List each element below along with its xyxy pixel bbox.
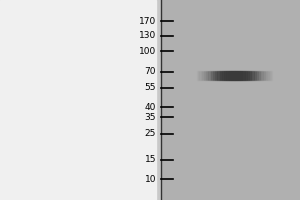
Bar [217, 71, 218, 79]
Bar [228, 71, 229, 79]
Bar [231, 71, 232, 79]
Bar [198, 71, 199, 79]
Bar [211, 71, 212, 79]
Bar [240, 71, 241, 79]
Bar [261, 71, 262, 79]
Bar [243, 71, 244, 79]
Bar [252, 71, 253, 79]
Bar [234, 71, 235, 79]
Bar [229, 71, 230, 79]
Bar [224, 71, 225, 79]
Bar [254, 71, 255, 79]
Bar [221, 71, 222, 79]
Text: 55: 55 [145, 83, 156, 92]
Text: 40: 40 [145, 102, 156, 112]
Bar [259, 71, 260, 79]
Bar [257, 71, 258, 79]
Bar [268, 71, 269, 79]
Bar [223, 71, 224, 79]
Bar [205, 71, 206, 79]
Bar [265, 71, 266, 79]
Bar [232, 71, 233, 79]
Bar [271, 71, 272, 79]
Bar [248, 71, 249, 79]
Bar [267, 71, 268, 79]
Bar [204, 71, 205, 79]
Bar [262, 71, 263, 79]
Bar [230, 71, 231, 79]
Bar [220, 71, 221, 79]
Bar [270, 71, 271, 79]
Bar [207, 71, 208, 79]
Text: 15: 15 [145, 156, 156, 164]
Bar [239, 71, 240, 79]
Bar [197, 71, 198, 79]
Bar [200, 71, 201, 79]
Bar [203, 71, 204, 79]
Bar [238, 71, 239, 79]
Bar [237, 71, 238, 79]
Bar [255, 71, 256, 79]
Bar [219, 71, 220, 79]
Bar [226, 71, 227, 79]
Bar [210, 71, 211, 79]
Bar [233, 71, 234, 79]
Text: 35: 35 [145, 112, 156, 121]
Bar [209, 71, 210, 79]
Bar [213, 71, 214, 79]
Bar [251, 71, 252, 79]
Bar [0, 0, 156, 200]
Bar [201, 71, 202, 79]
Bar [199, 71, 200, 79]
Bar [208, 71, 209, 79]
Bar [206, 71, 207, 79]
Text: 10: 10 [145, 174, 156, 184]
Bar [236, 71, 237, 79]
Bar [241, 71, 242, 79]
Bar [214, 71, 215, 79]
Bar [212, 71, 213, 79]
Bar [235, 71, 236, 79]
Bar [227, 71, 228, 79]
Bar [266, 71, 267, 79]
Bar [263, 71, 264, 79]
Bar [250, 71, 251, 79]
Bar [215, 71, 216, 79]
Bar [216, 71, 217, 79]
Bar [264, 71, 265, 79]
Bar [269, 71, 270, 79]
Text: 25: 25 [145, 130, 156, 138]
Bar [256, 71, 257, 79]
Bar [260, 71, 261, 79]
Bar [244, 71, 245, 79]
Bar [247, 71, 248, 79]
Bar [225, 71, 226, 79]
Bar [249, 71, 250, 79]
Text: 130: 130 [139, 31, 156, 40]
Bar [245, 71, 246, 79]
Text: 70: 70 [145, 68, 156, 76]
Bar [218, 71, 219, 79]
Bar [162, 0, 300, 200]
Text: 100: 100 [139, 46, 156, 55]
Text: 170: 170 [139, 17, 156, 25]
Bar [258, 71, 259, 79]
Bar [202, 71, 203, 79]
Bar [242, 71, 243, 79]
Bar [246, 71, 247, 79]
Bar [222, 71, 223, 79]
